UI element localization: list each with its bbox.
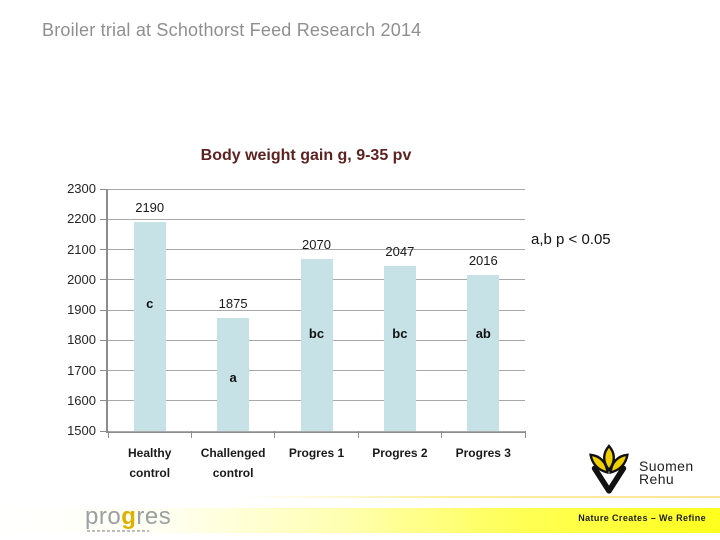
- bar-value-label-healthy-control: 2190: [135, 200, 165, 216]
- gridline: [108, 188, 525, 190]
- progres-tagline: [87, 530, 149, 532]
- x-axis-tick: [524, 431, 526, 438]
- significance-note: a,b p < 0.05: [531, 231, 611, 248]
- bar-progres-2: [383, 265, 416, 431]
- bar-value-label-progres-3: 2016: [468, 252, 498, 268]
- significance-letter-healthy-control: c: [146, 295, 154, 311]
- y-axis-tick: [100, 249, 108, 250]
- bar-chart-plot-area: 2300 2200 2100 2000 1900 1800 1700 1600 1500 2190…: [67, 181, 526, 480]
- y-axis-label: 2100: [67, 241, 96, 257]
- gridline: [108, 249, 525, 250]
- significance-letter-challenged-control: a: [229, 370, 237, 386]
- y-axis-tick: [100, 430, 108, 432]
- x-axis-label-healthy-control: Healthy control: [128, 446, 172, 480]
- progres-g-egg-icon: g: [121, 503, 137, 530]
- bar-challenged-control: [217, 317, 250, 431]
- bar-progres-3: [467, 274, 500, 431]
- y-axis-tick: [100, 188, 108, 190]
- y-axis-label: 2200: [67, 211, 96, 227]
- y-axis-tick: [100, 400, 108, 402]
- y-axis-label: 1500: [67, 423, 96, 438]
- x-axis-tick: [107, 431, 109, 438]
- progres-logo: progres: [85, 503, 172, 532]
- significance-letter-progres-2: bc: [392, 326, 408, 342]
- y-axis-tick: [100, 279, 108, 281]
- suomen-rehu-wordmark: Suomen Rehu: [639, 458, 694, 487]
- x-axis-label-progres-1: Progres 1: [288, 446, 345, 460]
- chart-title: Body weight gain g, 9-35 pv: [200, 147, 412, 164]
- y-axis-tick: [100, 218, 108, 220]
- bar-value-label-progres-1: 2070: [302, 236, 331, 252]
- x-axis-label-challenged-control: Challenged control: [200, 446, 266, 480]
- y-axis-tick: [100, 370, 108, 371]
- suomen-rehu-flower-icon: [589, 444, 629, 494]
- y-axis-label: 2000: [67, 271, 96, 287]
- x-axis-label-progres-2: Progres 2: [372, 446, 428, 460]
- y-axis-label: 2300: [67, 181, 96, 196]
- significance-letter-progres-1: bc: [308, 326, 325, 342]
- bar-value-label-challenged-control: 1875: [218, 295, 248, 311]
- y-axis-tick: [100, 309, 108, 311]
- x-axis-tick: [274, 431, 276, 438]
- y-axis-label: 1900: [67, 302, 96, 317]
- y-axis-tick: [100, 339, 108, 341]
- suomen-rehu-logo: Suomen Rehu: [585, 444, 720, 498]
- bar-healthy-control: [133, 222, 166, 431]
- gridline: [108, 218, 525, 220]
- y-axis-label: 1800: [67, 332, 96, 348]
- banner-top-line: [240, 496, 720, 498]
- slide-title: Broiler trial at Schothorst Feed Researc…: [42, 20, 422, 40]
- banner-slogan: Nature Creates – We Refine: [578, 513, 706, 523]
- y-axis-label: 1700: [67, 362, 96, 378]
- gridline: [108, 430, 525, 432]
- footer-banner: Nature Creates – We Refine: [0, 508, 720, 533]
- bar-progres-1: [300, 258, 333, 431]
- x-axis-tick: [441, 431, 443, 438]
- x-axis-tick: [357, 431, 359, 438]
- x-axis-label-progres-3: Progres 3: [455, 446, 511, 460]
- progres-logo-text: progres: [85, 503, 172, 530]
- x-axis-tick: [190, 431, 192, 438]
- significance-letter-progres-3: ab: [475, 326, 491, 342]
- y-axis-label: 1600: [67, 392, 96, 408]
- bar-value-label-progres-2: 2047: [385, 243, 415, 259]
